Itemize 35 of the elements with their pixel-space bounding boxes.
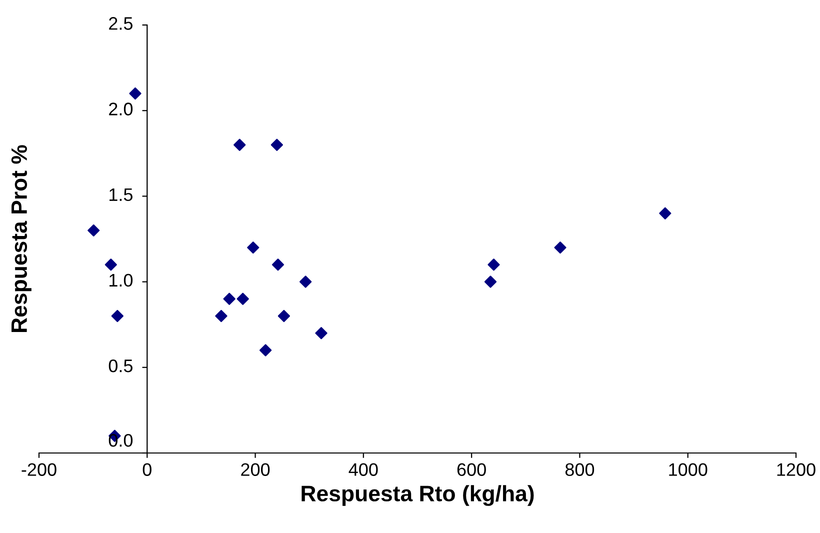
point	[215, 310, 228, 322]
point	[270, 138, 283, 151]
x-tick-label: 1200	[777, 463, 816, 476]
point	[223, 292, 236, 305]
x-tick-label: 1000	[669, 463, 708, 476]
point	[315, 327, 328, 340]
point	[247, 241, 260, 254]
point	[272, 258, 284, 271]
y-axis-title: Respuesta Prot %	[11, 145, 32, 332]
y-tick-label: 0.5	[108, 359, 132, 372]
point	[111, 310, 124, 322]
point	[104, 258, 117, 271]
point	[129, 87, 142, 100]
point	[488, 258, 500, 271]
point	[300, 276, 312, 288]
x-axis-title: Respuesta Rto (kg/ha)	[302, 485, 534, 506]
point	[236, 292, 249, 305]
point	[234, 138, 246, 151]
x-tick-label: 200	[241, 463, 270, 476]
point	[278, 310, 290, 322]
point	[259, 344, 272, 356]
x-tick-label: -200	[22, 463, 56, 476]
point	[659, 207, 672, 220]
y-tick-label: 1.0	[110, 274, 133, 287]
y-tick-label: 2.0	[109, 102, 133, 116]
point	[88, 224, 100, 237]
x-tick-label: 0	[142, 463, 152, 476]
x-tick-label: 800	[565, 463, 594, 476]
y-tick-label: 0.0	[108, 434, 133, 447]
point	[484, 276, 497, 288]
x-tick-label: 600	[457, 463, 486, 476]
point	[554, 241, 566, 254]
x-tick-label: 400	[348, 463, 378, 476]
y-tick-label: 1.5	[110, 188, 132, 202]
y-tick-label: 2.5	[109, 17, 132, 30]
